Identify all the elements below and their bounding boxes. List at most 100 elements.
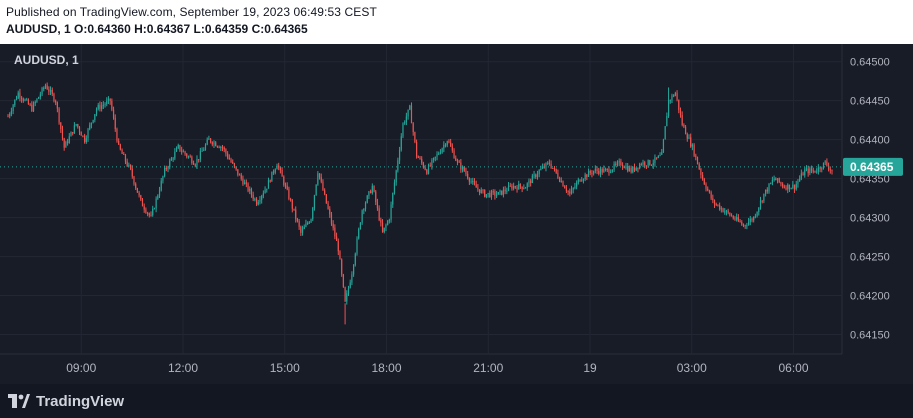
candle-body <box>196 159 198 166</box>
candle-body <box>604 168 607 170</box>
candlestick-chart[interactable]: 0.64500 0.64450 0.64400 0.64350 0.64300 0.642… <box>0 44 913 384</box>
candle-body <box>169 160 171 168</box>
candle-body <box>761 200 763 202</box>
candle-body <box>744 225 746 227</box>
last-price-badge <box>843 157 903 176</box>
candle-body <box>812 170 814 172</box>
candle-body <box>318 173 321 178</box>
candle-body <box>572 188 574 190</box>
candle-body <box>421 158 423 163</box>
candle-body <box>102 104 104 106</box>
candle-body <box>717 204 719 206</box>
low-label: L: <box>193 22 205 36</box>
candle-body <box>87 129 89 139</box>
candle-body <box>15 98 18 100</box>
candle-body <box>732 216 734 219</box>
candle-body <box>301 229 304 233</box>
candle-body <box>751 218 753 221</box>
candle-body <box>569 191 571 194</box>
candle-body <box>73 125 75 134</box>
candle-body <box>247 183 249 191</box>
candle-body <box>65 141 67 148</box>
chart-area[interactable]: 0.64500 0.64450 0.64400 0.64350 0.64300 0.642… <box>0 44 913 384</box>
candle-body <box>60 122 62 130</box>
candle-body <box>75 124 77 126</box>
candle-body <box>288 189 290 200</box>
candle-body <box>746 225 748 227</box>
candle-body <box>644 162 646 166</box>
candle-body <box>150 215 152 217</box>
candle-body <box>661 152 663 155</box>
candle-body <box>702 174 704 180</box>
tradingview-logo[interactable]: TradingView <box>8 391 124 411</box>
candle-body <box>807 168 809 174</box>
candle-body <box>528 180 530 184</box>
candle-body <box>450 142 452 147</box>
candle-body <box>78 127 81 132</box>
candle-body <box>467 173 469 179</box>
candle-body <box>10 111 13 114</box>
candle-body <box>26 99 28 101</box>
candle-body <box>633 166 636 171</box>
candle-body <box>230 159 232 163</box>
candle-body <box>470 181 472 183</box>
candle-body <box>221 147 224 149</box>
candle-body <box>128 164 130 166</box>
candle-body <box>468 178 470 182</box>
candle-body <box>673 95 675 97</box>
candle-body <box>407 109 409 117</box>
candle-body <box>570 189 573 194</box>
candle-body <box>404 122 406 124</box>
candle-body <box>165 167 167 169</box>
candle-body <box>405 116 407 123</box>
candle-body <box>518 183 520 190</box>
candle-body <box>446 141 448 146</box>
candle-body <box>85 138 87 143</box>
candle-body <box>630 167 632 173</box>
candle-body <box>678 99 680 110</box>
candle-body <box>175 148 178 152</box>
candle-body <box>191 157 193 164</box>
candle-body <box>337 240 339 252</box>
candle-body <box>727 210 729 213</box>
candle-body <box>541 166 544 169</box>
candle-body <box>245 182 247 184</box>
candle-body <box>380 220 382 223</box>
chart-symbol-label: AUDUSD, 1 <box>14 53 79 67</box>
price-axis-bg <box>842 44 913 384</box>
candle-body <box>819 167 821 170</box>
candle-body <box>235 166 237 170</box>
candle-body <box>257 201 259 205</box>
candle-body <box>599 168 602 174</box>
candle-body <box>215 142 217 147</box>
candle-body <box>358 228 360 239</box>
candle-body <box>552 167 554 169</box>
candle-body <box>676 92 678 100</box>
candle-body <box>499 190 501 193</box>
candle-body <box>48 89 50 92</box>
candle-body <box>267 180 270 189</box>
x-tick-label: 06:00 <box>778 361 808 375</box>
candle-body <box>281 169 283 177</box>
candle-body <box>24 99 26 101</box>
candle-body <box>174 151 176 159</box>
candle-body <box>507 185 510 191</box>
candle-body <box>557 172 559 179</box>
candle-body <box>252 194 254 199</box>
candle-body <box>186 153 188 157</box>
candle-body <box>538 170 540 175</box>
candle-body <box>608 169 610 173</box>
candle-body <box>713 200 716 205</box>
candle-body <box>63 138 65 148</box>
candle-body <box>664 126 666 140</box>
candle-body <box>36 98 38 102</box>
candle-body <box>730 215 733 217</box>
candle-body <box>106 100 108 105</box>
candle-body <box>249 189 251 191</box>
candle-body <box>780 182 782 184</box>
candle-body <box>92 119 94 123</box>
candle-body <box>347 287 350 294</box>
candle-body <box>511 185 513 189</box>
candle-body <box>393 182 396 194</box>
candle-body <box>329 208 331 215</box>
